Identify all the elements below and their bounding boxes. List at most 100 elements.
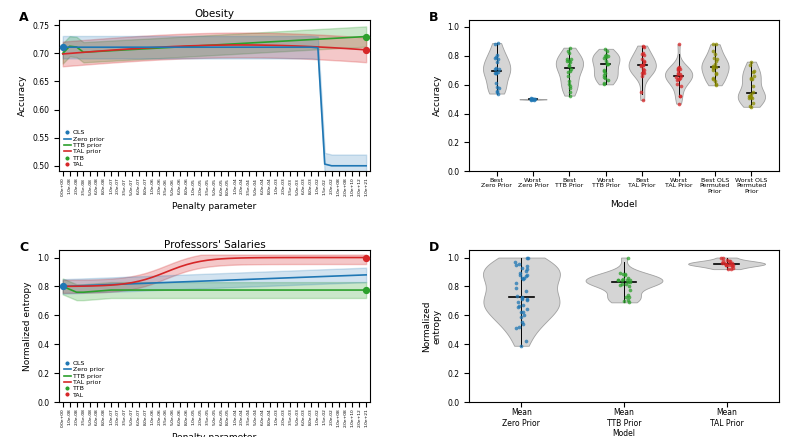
Point	[597, 81, 610, 88]
Point	[520, 338, 532, 345]
Point	[670, 73, 683, 80]
Point	[674, 83, 687, 90]
Point	[743, 94, 755, 101]
Point	[565, 66, 577, 73]
Point	[744, 75, 757, 82]
Point	[637, 61, 649, 68]
Point	[744, 92, 756, 99]
Point	[492, 40, 505, 47]
Point	[562, 58, 575, 65]
Y-axis label: Normalized
entropy: Normalized entropy	[422, 300, 441, 352]
Point	[509, 325, 522, 332]
Point	[490, 53, 503, 60]
Point	[709, 77, 721, 84]
Point	[360, 254, 373, 261]
Point	[709, 51, 721, 58]
Point	[520, 268, 532, 275]
Point	[599, 45, 611, 52]
Point	[745, 94, 758, 101]
Point	[706, 64, 719, 71]
Point	[513, 271, 526, 278]
Point	[561, 55, 573, 62]
Point	[490, 59, 503, 66]
Point	[491, 55, 504, 62]
Point	[601, 76, 614, 83]
Point	[638, 58, 650, 65]
Point	[722, 258, 735, 265]
Point	[673, 100, 686, 107]
Point	[637, 61, 649, 68]
Point	[619, 272, 631, 279]
Point	[510, 279, 523, 286]
Point	[635, 69, 648, 76]
Point	[623, 299, 636, 306]
Point	[717, 254, 729, 261]
Point	[528, 96, 540, 103]
Point	[513, 269, 526, 276]
Point	[528, 96, 540, 103]
Point	[710, 41, 723, 48]
Point	[517, 319, 529, 326]
Point	[634, 88, 647, 95]
Point	[516, 294, 528, 301]
Point	[517, 294, 529, 301]
Point	[716, 259, 729, 266]
Point	[721, 262, 734, 269]
Point	[561, 58, 573, 65]
Point	[719, 261, 732, 268]
Point	[623, 276, 636, 283]
Point	[565, 56, 577, 63]
Point	[620, 293, 633, 300]
Point	[637, 42, 649, 49]
Point	[513, 260, 525, 267]
Point	[672, 66, 684, 73]
Point	[524, 96, 537, 103]
Legend: OLS, Zero prior, TTB prior, TAL prior, TTB, TAL: OLS, Zero prior, TTB prior, TAL prior, T…	[62, 129, 106, 168]
Point	[618, 297, 630, 304]
Point	[623, 279, 636, 286]
Point	[710, 70, 722, 77]
Point	[623, 282, 635, 289]
Point	[637, 65, 649, 72]
Point	[598, 66, 611, 73]
Point	[518, 274, 531, 281]
Point	[513, 324, 525, 331]
Point	[744, 61, 756, 68]
Point	[724, 258, 736, 265]
Point	[637, 50, 649, 57]
Point	[521, 297, 534, 304]
Title: Professors' Salaries: Professors' Salaries	[164, 239, 265, 250]
Point	[564, 92, 577, 99]
Point	[600, 57, 613, 64]
Point	[360, 33, 373, 40]
Point	[360, 46, 373, 53]
Point	[562, 73, 574, 80]
Point	[620, 277, 633, 284]
Point	[725, 265, 737, 272]
Point	[707, 62, 720, 69]
Point	[563, 67, 576, 74]
Point	[710, 57, 722, 64]
Point	[598, 80, 611, 87]
Point	[521, 262, 534, 269]
Point	[674, 72, 687, 79]
Point	[563, 78, 576, 85]
Point	[612, 277, 625, 284]
Point	[726, 261, 739, 268]
Point	[515, 309, 528, 316]
Point	[671, 76, 683, 83]
Point	[562, 49, 575, 56]
Point	[525, 96, 538, 103]
Point	[517, 274, 529, 281]
Point	[597, 74, 610, 81]
Point	[601, 61, 614, 68]
Point	[513, 302, 525, 309]
Point	[708, 55, 721, 62]
Point	[517, 312, 530, 319]
Point	[709, 60, 721, 67]
Point	[515, 342, 528, 349]
Point	[707, 48, 720, 55]
Point	[525, 96, 538, 103]
Point	[747, 89, 759, 96]
Point	[707, 74, 720, 81]
